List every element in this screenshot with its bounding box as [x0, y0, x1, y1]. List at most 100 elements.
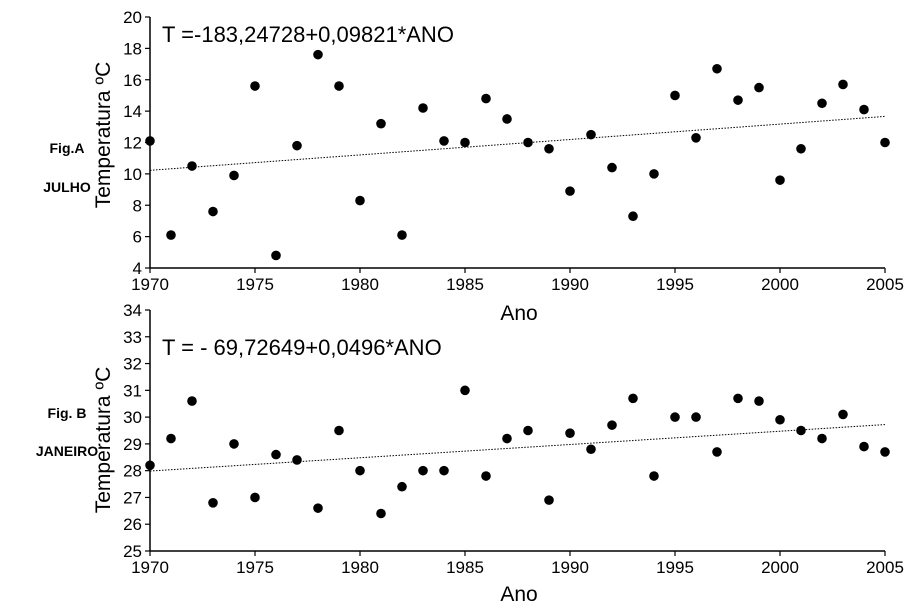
data-point	[691, 132, 701, 143]
side-label-julho: JULHO	[43, 179, 91, 195]
data-point	[418, 103, 428, 113]
data-point	[670, 90, 680, 101]
data-point	[775, 175, 785, 185]
data-point	[208, 498, 218, 508]
data-point	[754, 82, 764, 93]
data-point	[145, 460, 155, 471]
data-point	[313, 503, 323, 513]
data-point	[397, 481, 407, 492]
y-tick-label: 12	[123, 134, 142, 153]
data-point	[859, 104, 869, 115]
data-point	[649, 471, 659, 481]
data-point	[523, 425, 533, 436]
chart-panel-b: Fig. B JANEIRO Temperatura ºC Ano T = - …	[36, 301, 904, 606]
data-point	[712, 63, 722, 74]
data-point	[817, 433, 827, 444]
data-point	[544, 143, 554, 154]
data-point	[355, 195, 365, 206]
x-tick-label: 1975	[236, 275, 274, 294]
regression-trendline	[149, 115, 886, 171]
data-point	[607, 162, 617, 173]
data-point	[271, 449, 281, 460]
y-tick-label: 26	[123, 515, 142, 534]
y-tick-label: 25	[123, 542, 142, 561]
y-tick-label: 31	[123, 381, 142, 400]
data-point	[187, 161, 197, 171]
data-point	[733, 95, 743, 105]
data-point	[859, 441, 869, 452]
x-axis-label-b: Ano	[500, 583, 537, 606]
x-tick-label: 1990	[551, 275, 589, 294]
data-point	[145, 136, 155, 146]
data-point	[439, 136, 449, 146]
data-point	[250, 492, 260, 503]
data-point	[670, 412, 680, 422]
data-point	[250, 81, 260, 91]
regression-equation-a: T =-183,24728+0,09821*ANO	[162, 22, 454, 47]
x-tick-label: 1970	[131, 558, 169, 577]
data-point	[481, 93, 491, 104]
data-point	[628, 393, 638, 404]
data-point	[565, 428, 575, 438]
data-point	[502, 433, 512, 444]
data-point	[460, 385, 470, 396]
y-tick-label: 29	[123, 435, 142, 454]
y-tick-label: 27	[123, 488, 142, 507]
data-point	[229, 170, 239, 181]
data-point	[796, 425, 806, 436]
data-point	[628, 211, 638, 222]
x-tick-label: 1985	[446, 558, 484, 577]
y-tick-label: 34	[123, 301, 142, 320]
y-axis-label-a: Temperatura ºC	[92, 62, 115, 209]
data-point	[733, 393, 743, 404]
y-tick-label: 16	[123, 71, 142, 90]
data-point	[565, 186, 575, 196]
data-point	[418, 465, 428, 476]
data-point	[838, 409, 848, 420]
data-point	[838, 79, 848, 90]
side-label-janeiro: JANEIRO	[36, 443, 98, 459]
y-tick-label: 10	[123, 165, 142, 184]
x-tick-label: 1980	[341, 275, 379, 294]
x-tick-label: 1975	[236, 558, 274, 577]
data-point	[292, 140, 302, 151]
y-tick-label: 18	[123, 39, 142, 58]
data-point	[208, 206, 218, 217]
data-point	[586, 129, 596, 140]
x-tick-label: 1970	[131, 275, 169, 294]
x-tick-label: 1980	[341, 558, 379, 577]
data-point	[397, 230, 407, 240]
data-point	[607, 420, 617, 430]
data-point	[544, 495, 554, 505]
data-point	[376, 118, 386, 129]
side-label-fig-a: Fig.A	[50, 140, 85, 156]
data-point	[292, 455, 302, 465]
side-label-fig-b: Fig. B	[48, 405, 87, 421]
data-point	[376, 508, 386, 519]
regression-trendline	[149, 424, 886, 472]
chart-panel-a: Fig.A JULHO Temperatura ºC Ano T =-183,2…	[43, 8, 904, 325]
data-point	[439, 465, 449, 476]
data-point	[271, 250, 281, 261]
y-tick-label: 8	[133, 196, 142, 215]
data-point	[523, 137, 533, 148]
data-point	[334, 81, 344, 91]
regression-equation-b: T = - 69,72649+0,0496*ANO	[162, 335, 442, 360]
data-point	[754, 396, 764, 406]
data-point	[775, 414, 785, 425]
y-tick-label: 4	[133, 259, 142, 278]
y-tick-label: 32	[123, 355, 142, 374]
data-point	[355, 465, 365, 476]
y-axis-label-b: Temperatura ºC	[92, 367, 115, 514]
x-axis-label-a: Ano	[500, 302, 537, 325]
data-point	[691, 412, 701, 422]
x-tick-label: 2000	[761, 275, 799, 294]
data-point	[460, 137, 470, 148]
y-tick-label: 20	[123, 8, 142, 27]
x-tick-label: 1985	[446, 275, 484, 294]
x-tick-label: 1995	[656, 275, 694, 294]
data-point	[796, 143, 806, 154]
x-tick-label: 1995	[656, 558, 694, 577]
data-point	[880, 447, 890, 457]
